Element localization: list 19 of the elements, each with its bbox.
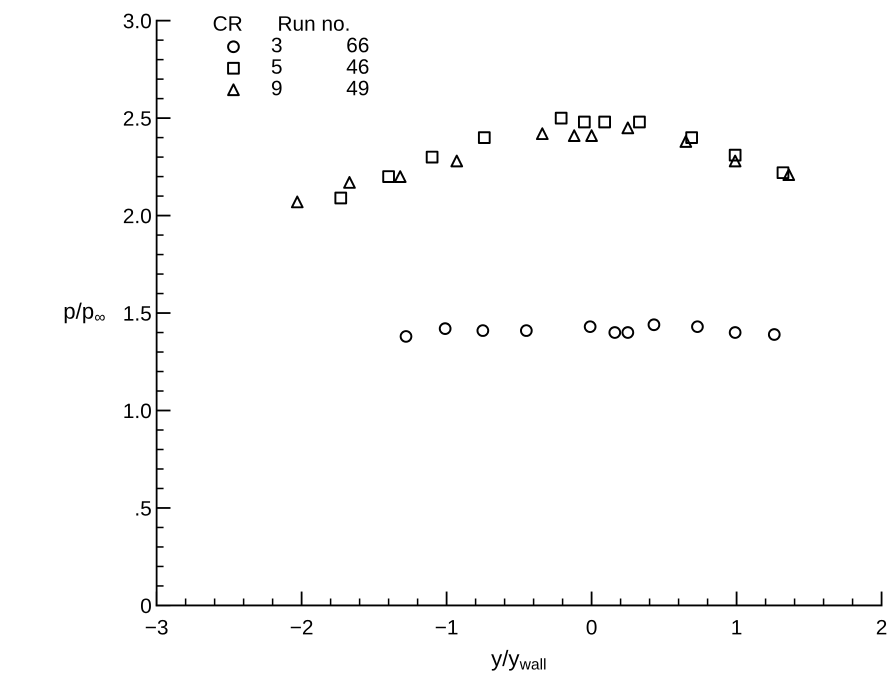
legend-title: CR Run no.	[214, 16, 349, 31]
x-tick-label: 1	[732, 620, 742, 634]
y-tick-label: .5	[136, 501, 151, 516]
y-tick-label: 0	[140, 598, 151, 614]
x-tick-label: 0	[586, 620, 597, 635]
x-tick-label: −2	[290, 620, 312, 634]
y-tick-label: 1.5	[124, 306, 151, 321]
legend-label: 3 66	[272, 38, 368, 52]
x-axis-title: y/y$_{wall}$	[491, 650, 546, 671]
y-tick-label: 2.0	[124, 208, 151, 224]
x-tick-label: 2	[876, 620, 886, 634]
legend-label: 5 46	[272, 59, 368, 74]
y-tick-label: 3.0	[124, 14, 151, 28]
y-tick-label: 2.5	[124, 111, 151, 126]
y-axis-title: p/p$_{∞}$	[64, 302, 105, 324]
y-tick-label: 1.0	[124, 404, 151, 418]
x-tick-label: −1	[436, 620, 458, 634]
x-tick-label: −3	[146, 620, 168, 635]
legend-label: 9 49	[272, 80, 368, 96]
